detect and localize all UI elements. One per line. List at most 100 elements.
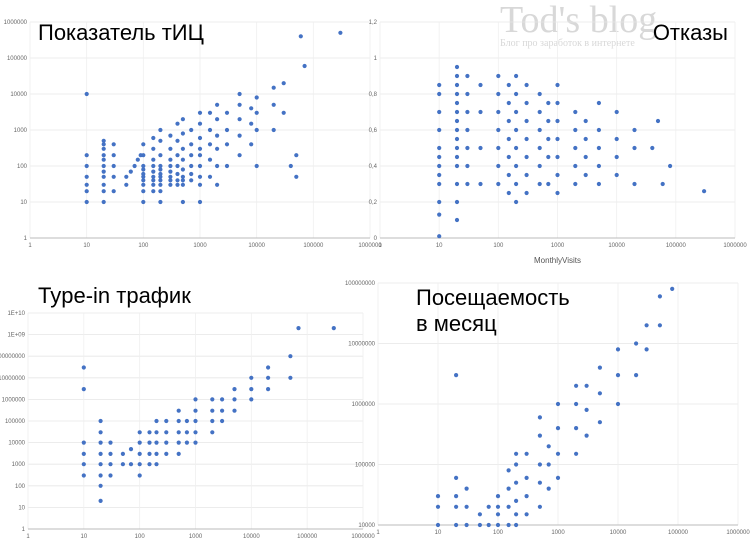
data-point xyxy=(189,127,194,133)
data-point xyxy=(514,91,519,97)
data-point xyxy=(271,102,276,107)
y-tick-label: 100000000 xyxy=(345,281,376,287)
data-point xyxy=(634,373,639,378)
data-point xyxy=(546,154,551,160)
data-point xyxy=(514,163,519,169)
y-tick-label: 100 xyxy=(15,484,26,490)
data-point xyxy=(583,172,588,178)
data-point xyxy=(465,145,470,151)
data-point xyxy=(524,494,529,499)
data-point xyxy=(207,110,213,115)
data-point xyxy=(224,142,230,147)
x-tick-label: 1000 xyxy=(189,534,203,540)
data-point xyxy=(111,163,116,169)
data-point xyxy=(249,387,254,392)
y-tick-label: 100000000 xyxy=(0,354,26,360)
data-point xyxy=(537,127,542,133)
data-point xyxy=(573,109,578,115)
x-tick-label: 100000 xyxy=(303,243,324,249)
data-point xyxy=(464,486,469,491)
data-point xyxy=(180,174,185,179)
data-point xyxy=(597,365,603,370)
data-point xyxy=(288,375,293,380)
data-point xyxy=(215,117,220,122)
data-point xyxy=(84,182,89,187)
data-point xyxy=(249,142,254,147)
data-point xyxy=(189,171,194,177)
x-tick-label: 10 xyxy=(436,243,443,249)
data-point xyxy=(84,199,89,205)
data-point xyxy=(210,397,215,402)
data-point xyxy=(465,73,470,79)
y-tick-label: 1E+10 xyxy=(7,311,25,317)
data-point xyxy=(158,171,163,177)
data-point xyxy=(180,146,185,151)
data-point xyxy=(81,451,86,456)
data-point xyxy=(128,447,134,452)
data-point xyxy=(435,504,441,509)
data-point xyxy=(232,397,237,402)
data-point xyxy=(524,512,529,517)
data-point xyxy=(506,522,511,528)
data-point xyxy=(506,504,511,509)
data-point xyxy=(464,504,469,509)
data-point xyxy=(168,163,173,169)
data-point xyxy=(524,172,529,178)
data-point xyxy=(670,286,675,291)
data-point xyxy=(496,145,501,151)
data-point xyxy=(215,182,220,187)
data-point xyxy=(224,110,230,115)
data-point xyxy=(644,323,649,328)
data-point xyxy=(546,486,551,491)
data-point xyxy=(141,163,146,169)
data-point xyxy=(546,136,551,142)
data-point xyxy=(237,91,242,97)
data-point xyxy=(101,189,106,194)
data-point xyxy=(168,146,173,151)
chart-title: Отказы xyxy=(653,20,728,45)
data-point xyxy=(158,189,163,194)
data-point xyxy=(514,181,519,187)
data-point xyxy=(524,100,529,106)
data-point xyxy=(454,522,459,528)
data-point xyxy=(454,82,460,88)
data-point xyxy=(657,294,663,299)
data-point xyxy=(154,440,159,445)
data-point xyxy=(465,163,470,169)
data-point xyxy=(555,82,560,88)
data-point xyxy=(632,145,637,151)
data-point xyxy=(514,127,519,133)
data-point xyxy=(454,181,460,187)
data-point xyxy=(288,163,293,169)
data-point xyxy=(151,178,156,183)
x-tick-label: 10000 xyxy=(243,534,260,540)
data-point xyxy=(207,127,213,133)
data-point xyxy=(302,63,307,69)
data-point xyxy=(495,494,501,499)
data-point xyxy=(151,146,156,151)
data-point xyxy=(596,181,602,187)
data-point xyxy=(583,136,588,142)
data-point xyxy=(454,91,460,97)
data-point xyxy=(175,153,180,158)
data-point xyxy=(702,189,707,194)
data-point xyxy=(596,100,602,106)
data-point xyxy=(237,153,242,158)
data-point xyxy=(506,82,511,88)
data-point xyxy=(101,153,106,158)
data-point xyxy=(555,451,561,456)
data-point xyxy=(537,145,542,151)
data-point xyxy=(232,387,237,392)
data-point xyxy=(176,430,181,435)
data-point xyxy=(650,145,655,151)
data-point xyxy=(207,157,213,162)
data-point xyxy=(555,401,561,407)
x-tick-label: 10000 xyxy=(248,243,265,249)
data-point xyxy=(615,373,621,378)
x-tick-label: 10000 xyxy=(610,530,627,536)
data-point xyxy=(189,153,194,158)
data-point xyxy=(98,440,103,445)
y-tick-label: 10000 xyxy=(10,92,27,98)
data-point xyxy=(298,34,303,39)
y-tick-label: 10000 xyxy=(8,441,25,447)
